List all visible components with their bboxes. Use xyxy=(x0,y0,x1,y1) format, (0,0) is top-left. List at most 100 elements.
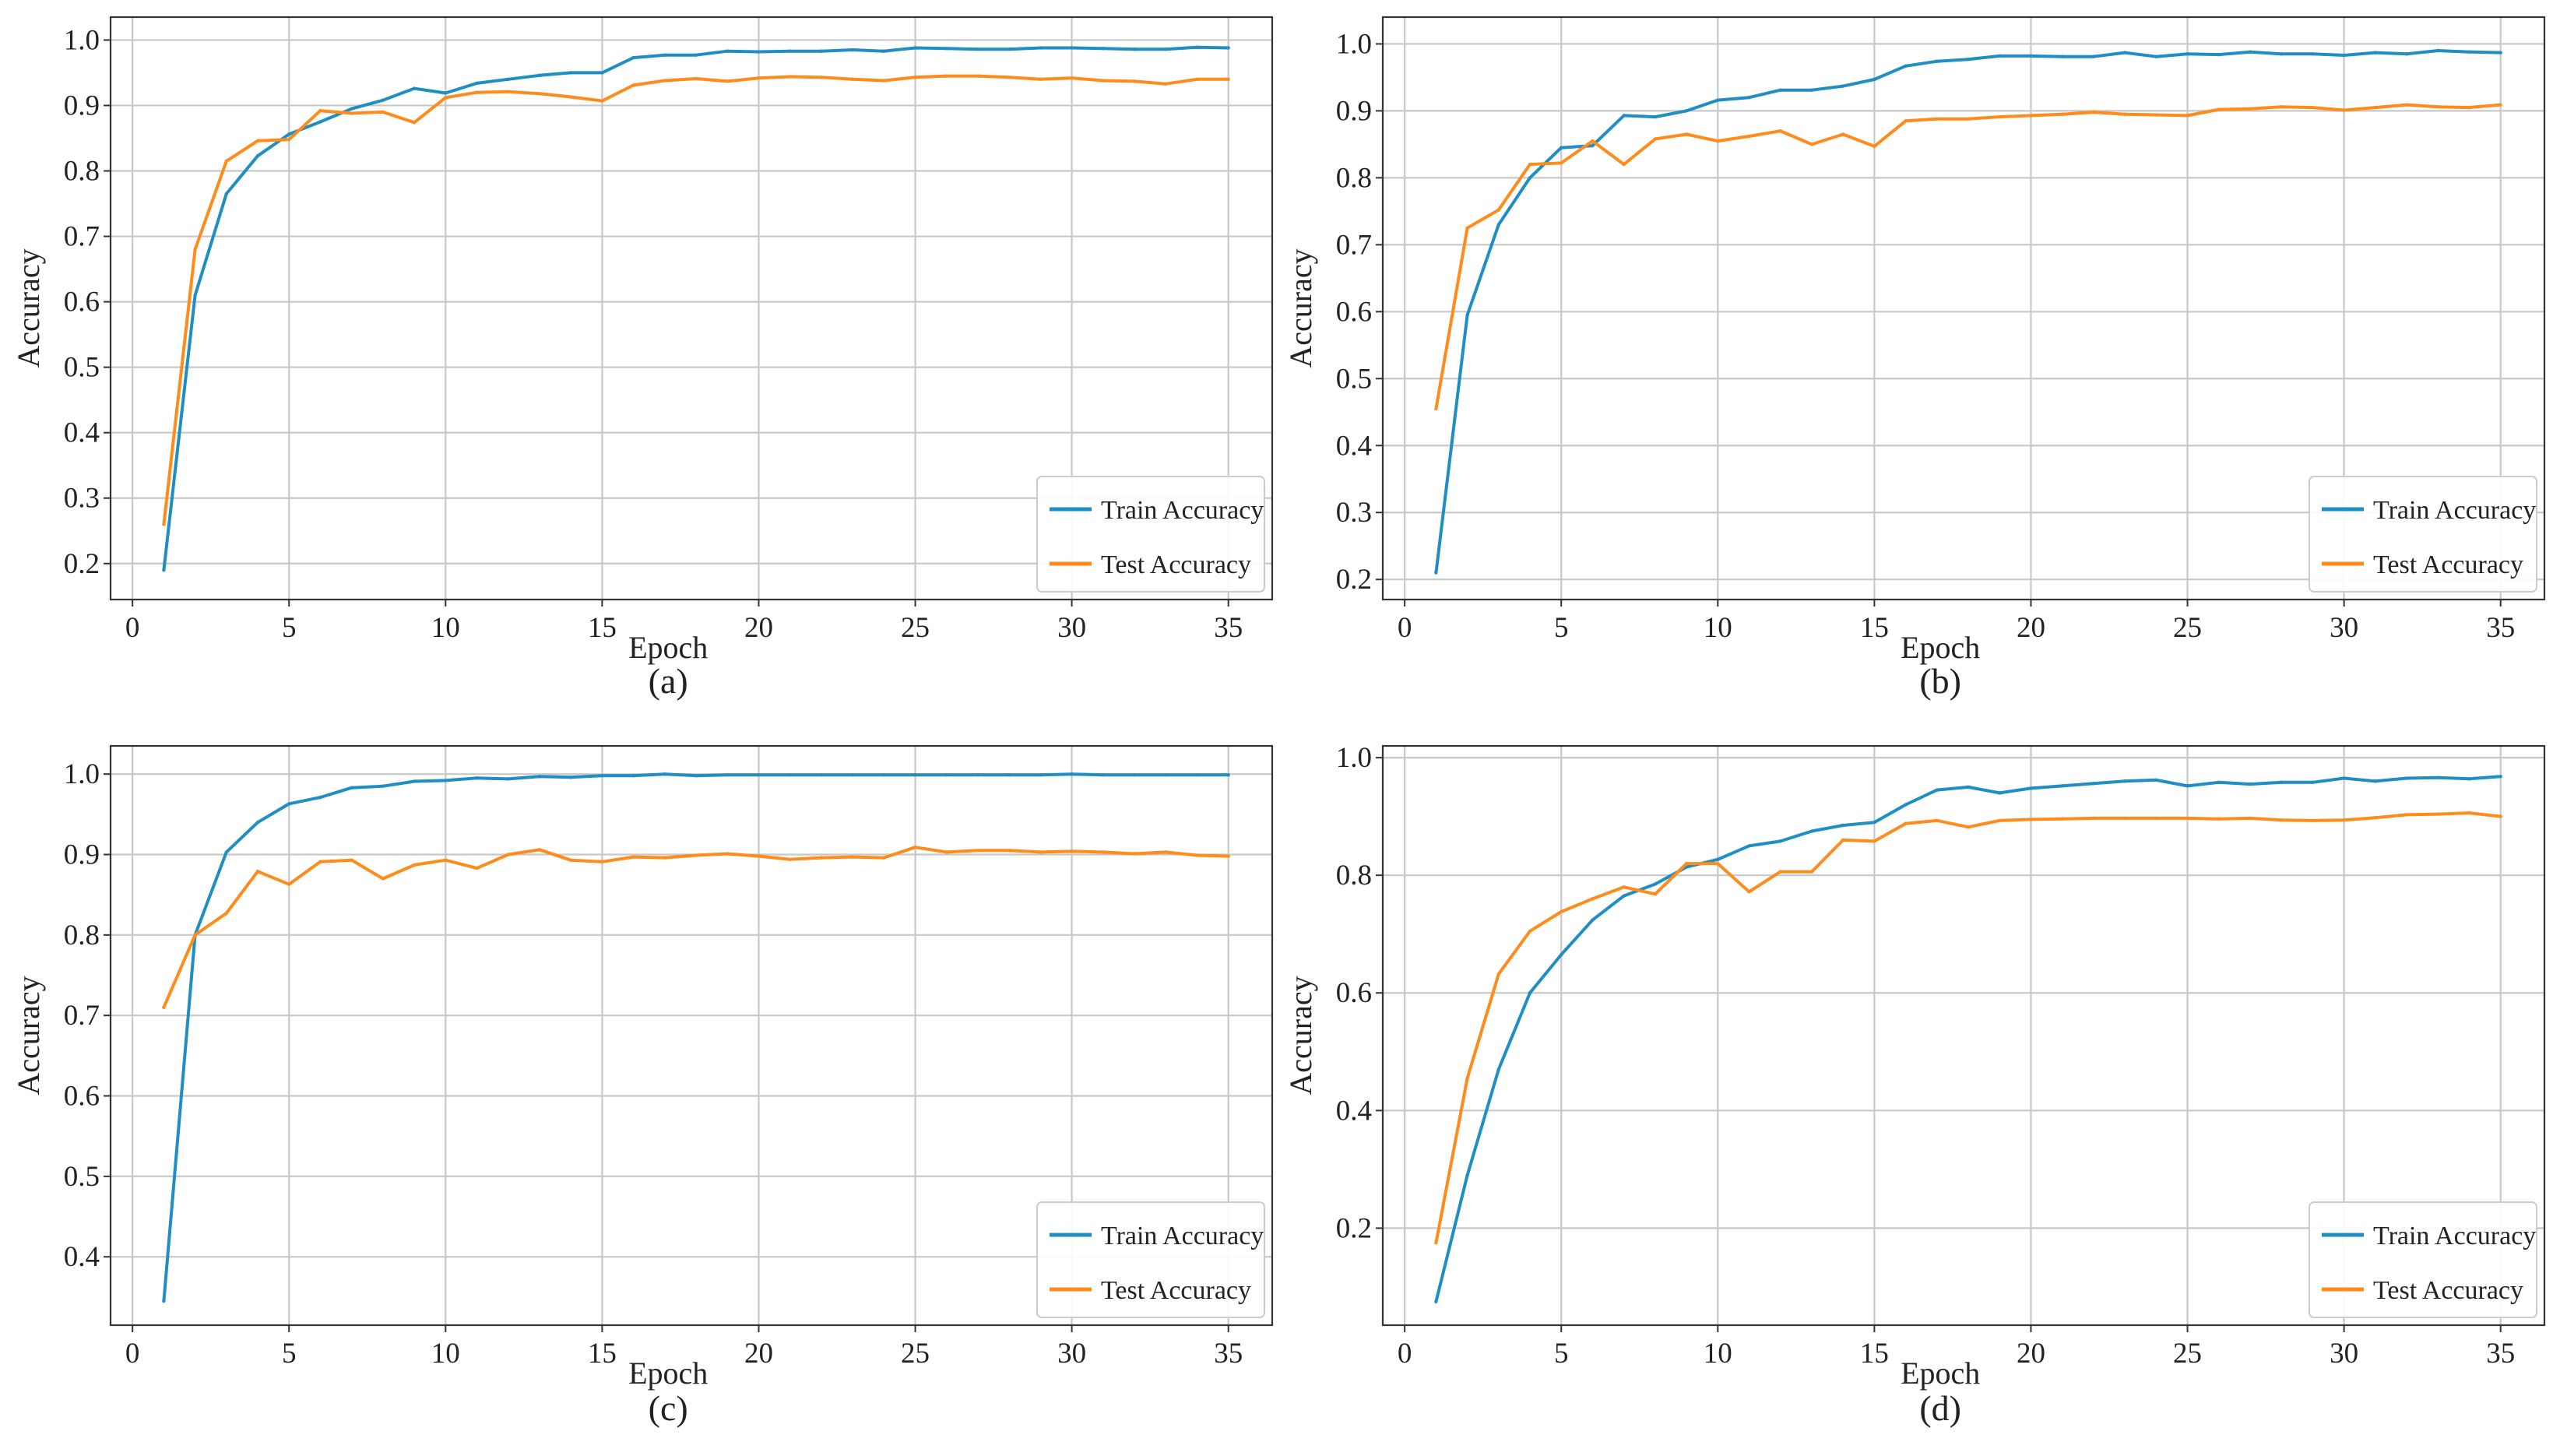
y-tick-label: 0.4 xyxy=(1336,1095,1372,1127)
data-point xyxy=(1873,839,1876,843)
data-point xyxy=(976,74,980,78)
data-point xyxy=(788,49,792,53)
y-tick-label: 0.6 xyxy=(64,287,100,318)
y-tick-label: 0.6 xyxy=(64,1081,100,1113)
data-point xyxy=(475,866,479,870)
x-tick-label: 10 xyxy=(431,1338,460,1370)
y-axis-label: Accuracy xyxy=(1283,248,1318,368)
y-tick-label: 1.0 xyxy=(1336,28,1372,60)
train-points xyxy=(162,45,1230,572)
data-point xyxy=(350,786,353,790)
data-point xyxy=(537,92,542,96)
y-tick-label: 0.3 xyxy=(64,483,100,515)
data-point xyxy=(2279,780,2284,785)
data-point xyxy=(1465,1076,1469,1080)
data-point xyxy=(2091,55,2096,58)
data-point xyxy=(2311,105,2315,110)
data-point xyxy=(444,91,448,95)
data-point xyxy=(2217,52,2221,57)
data-point xyxy=(2342,53,2346,58)
plot-frame xyxy=(1381,16,2546,601)
data-point xyxy=(2122,816,2127,821)
data-point xyxy=(1195,853,1199,857)
data-point xyxy=(2498,103,2502,107)
data-point xyxy=(1841,838,1845,842)
data-point xyxy=(2373,815,2378,820)
chart-panel-a: 0 5 10 15 20 25 30 35 0.2 0.3 0.4 0.5 0.6 0.7 0.8 0.9 1.… xyxy=(11,16,1274,701)
x-tick-label: 30 xyxy=(1057,1338,1086,1370)
data-point xyxy=(162,1299,166,1303)
data-point xyxy=(506,77,510,82)
data-point xyxy=(1039,77,1043,82)
panel-caption: (a) xyxy=(649,661,688,701)
data-point xyxy=(913,46,917,50)
data-point xyxy=(2122,112,2127,116)
data-point xyxy=(255,820,260,825)
data-point xyxy=(631,83,635,87)
data-point xyxy=(1226,854,1230,858)
data-point xyxy=(1528,991,1532,995)
data-point xyxy=(1496,1067,1500,1071)
data-point xyxy=(1966,825,1971,829)
data-point xyxy=(1809,829,1814,833)
data-point xyxy=(1039,773,1043,777)
data-point xyxy=(1195,45,1199,49)
plot-frame xyxy=(1381,744,2546,1327)
data-point xyxy=(1496,972,1500,976)
data-point xyxy=(1684,132,1689,136)
data-point xyxy=(1778,128,1782,133)
y-axis-label: Accuracy xyxy=(11,976,46,1095)
data-point xyxy=(1841,823,1845,828)
panel-caption: (b) xyxy=(1919,661,1961,701)
data-point xyxy=(2122,779,2127,783)
data-point xyxy=(162,1005,166,1010)
data-point xyxy=(2029,54,2033,58)
y-tick-label: 0.6 xyxy=(1336,296,1372,328)
x-tick-label: 10 xyxy=(1704,1338,1732,1370)
data-point xyxy=(1007,76,1011,79)
data-point xyxy=(568,95,573,99)
data-point xyxy=(2342,776,2346,780)
y-tick-label: 0.4 xyxy=(1336,430,1372,462)
legend: Train Accuracy Test Accuracy xyxy=(1036,476,1265,593)
x-tick-label: 5 xyxy=(1554,612,1569,644)
data-point xyxy=(381,877,385,881)
y-tick-label: 0.8 xyxy=(64,920,100,951)
test-points xyxy=(162,846,1230,1010)
data-point xyxy=(1904,821,1908,825)
data-point xyxy=(1434,571,1438,575)
data-point xyxy=(2091,110,2096,114)
data-point xyxy=(1434,406,1438,411)
data-point xyxy=(1747,134,1751,139)
data-point xyxy=(944,850,948,854)
legend-box xyxy=(2309,1201,2537,1318)
y-tick-label: 0.8 xyxy=(64,156,100,188)
data-point xyxy=(1716,861,1720,866)
data-point xyxy=(1039,850,1043,854)
data-point xyxy=(1935,818,1939,823)
data-point xyxy=(1007,47,1011,51)
legend-label-test: Test Accuracy xyxy=(2373,550,2523,579)
data-point xyxy=(600,99,604,103)
data-point xyxy=(537,848,542,852)
legend-label-test: Test Accuracy xyxy=(2373,1276,2523,1305)
data-point xyxy=(631,774,635,778)
data-point xyxy=(2311,818,2315,823)
data-point xyxy=(1591,918,1595,922)
data-point xyxy=(1465,313,1469,317)
data-point xyxy=(2436,48,2440,53)
data-point xyxy=(1434,1299,1438,1303)
data-point xyxy=(663,79,667,83)
data-point xyxy=(1622,114,1626,118)
x-tick-label: 15 xyxy=(1860,612,1889,644)
data-point xyxy=(944,47,948,51)
data-point xyxy=(2279,818,2284,822)
data-point xyxy=(412,121,417,125)
data-point xyxy=(663,53,667,57)
data-point xyxy=(1935,117,1939,121)
data-point xyxy=(2091,782,2096,786)
data-point xyxy=(882,773,886,777)
data-point xyxy=(2029,786,2033,790)
data-point xyxy=(1226,46,1230,50)
